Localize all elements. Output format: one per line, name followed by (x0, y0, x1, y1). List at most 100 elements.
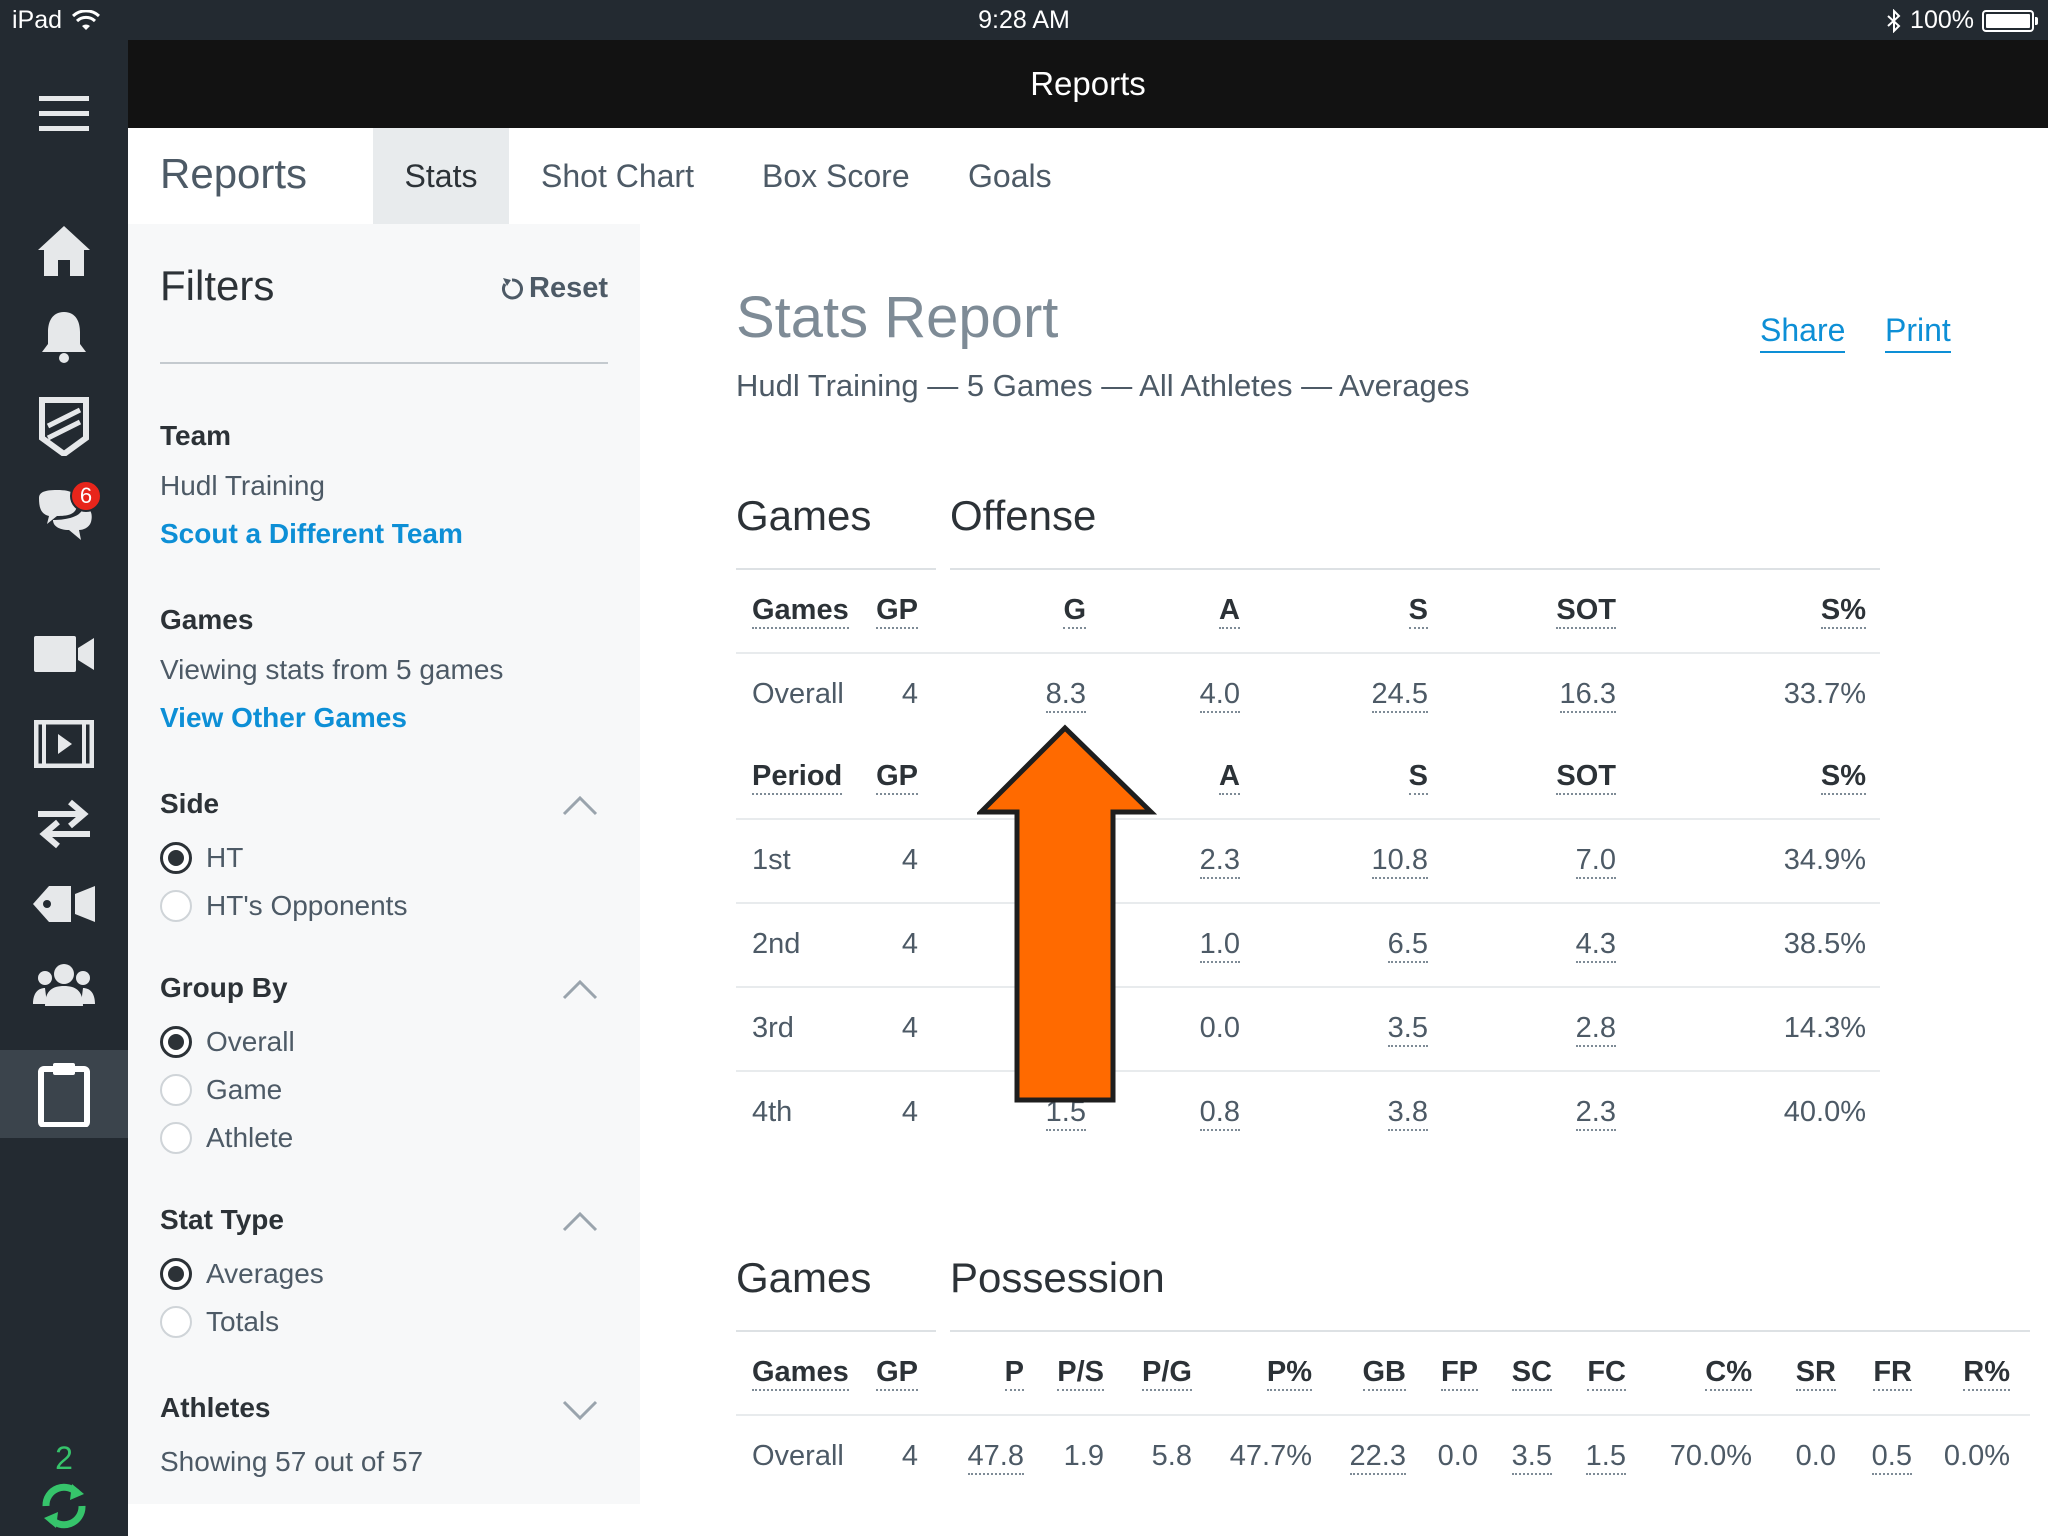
nav-recruiting[interactable] (0, 864, 128, 944)
status-left: iPad (12, 6, 101, 35)
nav-team[interactable] (0, 944, 128, 1024)
nav-exchanges[interactable] (0, 784, 128, 864)
games-filter: Games Viewing stats from 5 games View Ot… (160, 604, 608, 734)
possession-header-4[interactable]: P/G (892, 1356, 1192, 1391)
nav-messages[interactable]: 6 (0, 476, 128, 556)
offense-row-rule (736, 902, 1880, 904)
possession-overall-4: 5.8 (892, 1440, 1192, 1473)
share-link[interactable]: Share (1760, 312, 1846, 353)
offense-period-0-1-text: 4 (901, 844, 918, 876)
possession-header-12[interactable]: FR (1612, 1356, 1912, 1391)
reset-button[interactable]: Reset (499, 272, 608, 305)
radio-stat-averages[interactable]: Averages (160, 1258, 608, 1290)
reset-label: Reset (529, 272, 608, 304)
nav-video[interactable] (0, 614, 128, 694)
possession-overall-13: 0.0% (1710, 1440, 2010, 1473)
radio-stat-totals[interactable]: Totals (160, 1306, 608, 1338)
possession-header-13[interactable]: R% (1710, 1356, 2010, 1391)
radio-label: HT (206, 842, 244, 873)
possession-header-12-text: FR (1873, 1356, 1912, 1391)
offense-period-3-4: 3.8 (1128, 1096, 1428, 1131)
nav-playbook[interactable] (0, 386, 128, 466)
offense-period-1-4: 6.5 (1128, 928, 1428, 963)
offense-period-3-6-text: 40.0% (1783, 1096, 1866, 1128)
radio-group-athlete[interactable]: Athlete (160, 1122, 608, 1154)
tab-shot-chart[interactable]: Shot Chart (541, 157, 694, 194)
chevron-down-icon[interactable] (562, 1400, 598, 1420)
chevron-up-icon[interactable] (562, 980, 598, 1000)
reset-icon (502, 277, 523, 299)
radio-side-opponents[interactable]: HT's Opponents (160, 890, 608, 922)
offense-header-1[interactable]: GP (618, 594, 918, 629)
offense-period-2-5-text: 2.8 (1575, 1012, 1616, 1047)
reports-tabs-bar: Reports Stats Shot Chart Box Score Goals (128, 128, 2048, 224)
radio-group-overall[interactable]: Overall (160, 1026, 608, 1058)
athletes-value: Showing 57 out of 57 (160, 1446, 424, 1477)
offense-period-1-0: 2nd (752, 928, 800, 961)
radio-side-ht[interactable]: HT (160, 842, 608, 874)
nav-library[interactable] (0, 704, 128, 784)
print-link[interactable]: Print (1885, 312, 1951, 353)
possession-header-11[interactable]: SR (1536, 1356, 1836, 1391)
possession-overall-3: 1.9 (804, 1440, 1104, 1473)
possession-overall-2: 47.8 (724, 1440, 1024, 1475)
possession-header-0[interactable]: Games (752, 1356, 849, 1391)
offense-period-0-3-text: 2.3 (1199, 844, 1240, 879)
possession-header-1[interactable]: GP (618, 1356, 918, 1391)
nav-home[interactable] (0, 210, 128, 290)
offense-period-header-4[interactable]: S (1128, 760, 1428, 795)
offense-header-6[interactable]: S% (1566, 594, 1866, 629)
offense-period-header-0[interactable]: Period (752, 760, 843, 795)
nav-reports[interactable] (0, 1050, 128, 1138)
offense-period-2-6-text: 14.3% (1783, 1012, 1866, 1044)
radio-dot (160, 1258, 192, 1290)
athletes-heading: Athletes (160, 1392, 271, 1423)
tab-stats[interactable]: Stats (373, 128, 509, 224)
possession-overall-5: 47.7% (1012, 1440, 1312, 1473)
offense-period-header-6[interactable]: S% (1566, 760, 1866, 795)
reports-section-title: Reports (160, 150, 308, 197)
offense-period-2-0: 3rd (752, 1012, 794, 1045)
possession-header-9[interactable]: FC (1326, 1356, 1626, 1391)
bluetooth-icon (1887, 8, 1901, 33)
offense-period-2-4-text: 3.5 (1387, 1012, 1428, 1047)
possession-overall-8: 3.5 (1252, 1440, 1552, 1475)
radio-label: Totals (206, 1306, 280, 1337)
chevron-up-icon[interactable] (562, 1212, 598, 1232)
offense-header-5[interactable]: SOT (1316, 594, 1616, 629)
possession-header-2-text: P (1004, 1356, 1024, 1391)
offense-period-header-1[interactable]: GP (618, 760, 918, 795)
possession-overall-3-text: 1.9 (1063, 1440, 1104, 1472)
nav-notifications[interactable] (0, 296, 128, 376)
radio-dot (160, 890, 192, 922)
offense-period-header-5[interactable]: SOT (1316, 760, 1616, 795)
chevron-up-icon[interactable] (562, 796, 598, 816)
possession-header-5[interactable]: P% (1012, 1356, 1312, 1391)
offense-header-2[interactable]: G (786, 594, 1086, 629)
view-other-games-link[interactable]: View Other Games (160, 702, 407, 733)
tab-goals[interactable]: Goals (968, 157, 1052, 194)
radio-label: Athlete (206, 1122, 294, 1153)
offense-header-0[interactable]: Games (752, 594, 849, 629)
menu-button[interactable] (0, 74, 128, 154)
possession-header-2[interactable]: P (724, 1356, 1024, 1391)
battery-icon (1982, 9, 2038, 32)
offense-games-rule (736, 568, 936, 570)
offense-overall-4: 24.5 (1128, 678, 1428, 713)
tab-box-score[interactable]: Box Score (762, 157, 910, 194)
home-icon (38, 226, 90, 276)
radio-dot (160, 1074, 192, 1106)
offense-period-0-4-text: 10.8 (1371, 844, 1428, 879)
possession-header-7[interactable]: FP (1178, 1356, 1478, 1391)
radio-group-game[interactable]: Game (160, 1074, 608, 1106)
possession-header-8[interactable]: SC (1252, 1356, 1552, 1391)
scout-team-link[interactable]: Scout a Different Team (160, 518, 463, 549)
possession-header-10[interactable]: C% (1452, 1356, 1752, 1391)
possession-header-6[interactable]: GB (1106, 1356, 1406, 1391)
offense-period-header-3[interactable]: A (940, 760, 1240, 795)
offense-header-3[interactable]: A (940, 594, 1240, 629)
possession-header-3[interactable]: P/S (804, 1356, 1104, 1391)
possession-title: Possession (950, 1254, 1165, 1301)
offense-header-4[interactable]: S (1128, 594, 1428, 629)
sync-button[interactable] (0, 1476, 128, 1536)
